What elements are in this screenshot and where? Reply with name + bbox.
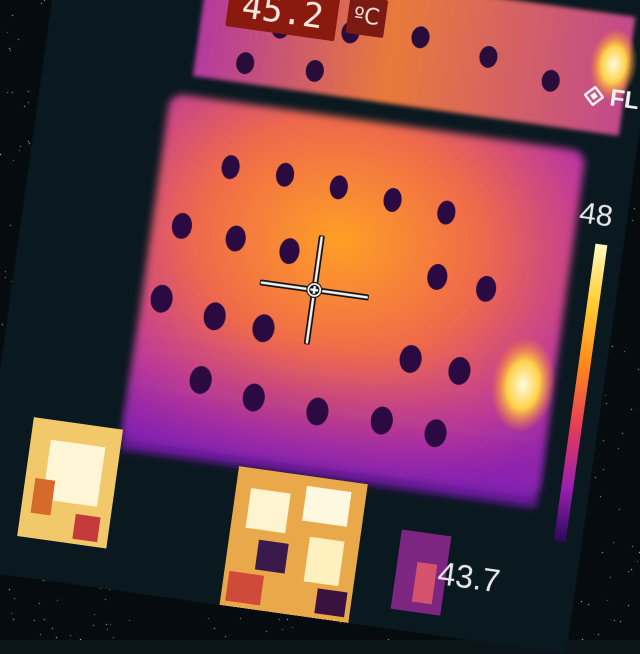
lower-hot-blocks [17,417,452,623]
temperature-unit: ºC [345,0,388,39]
flir-diamond-logo-icon [583,85,605,107]
crosshair-icon [258,234,370,346]
main-hotspot [490,337,556,433]
main-holes [150,155,497,448]
brand-logo: FL [582,81,640,116]
scale-max-label: 48 [577,196,615,234]
brand-text: FL [608,84,640,116]
main-panel-cool-edge [120,310,556,508]
upper-hotspot [589,28,638,101]
